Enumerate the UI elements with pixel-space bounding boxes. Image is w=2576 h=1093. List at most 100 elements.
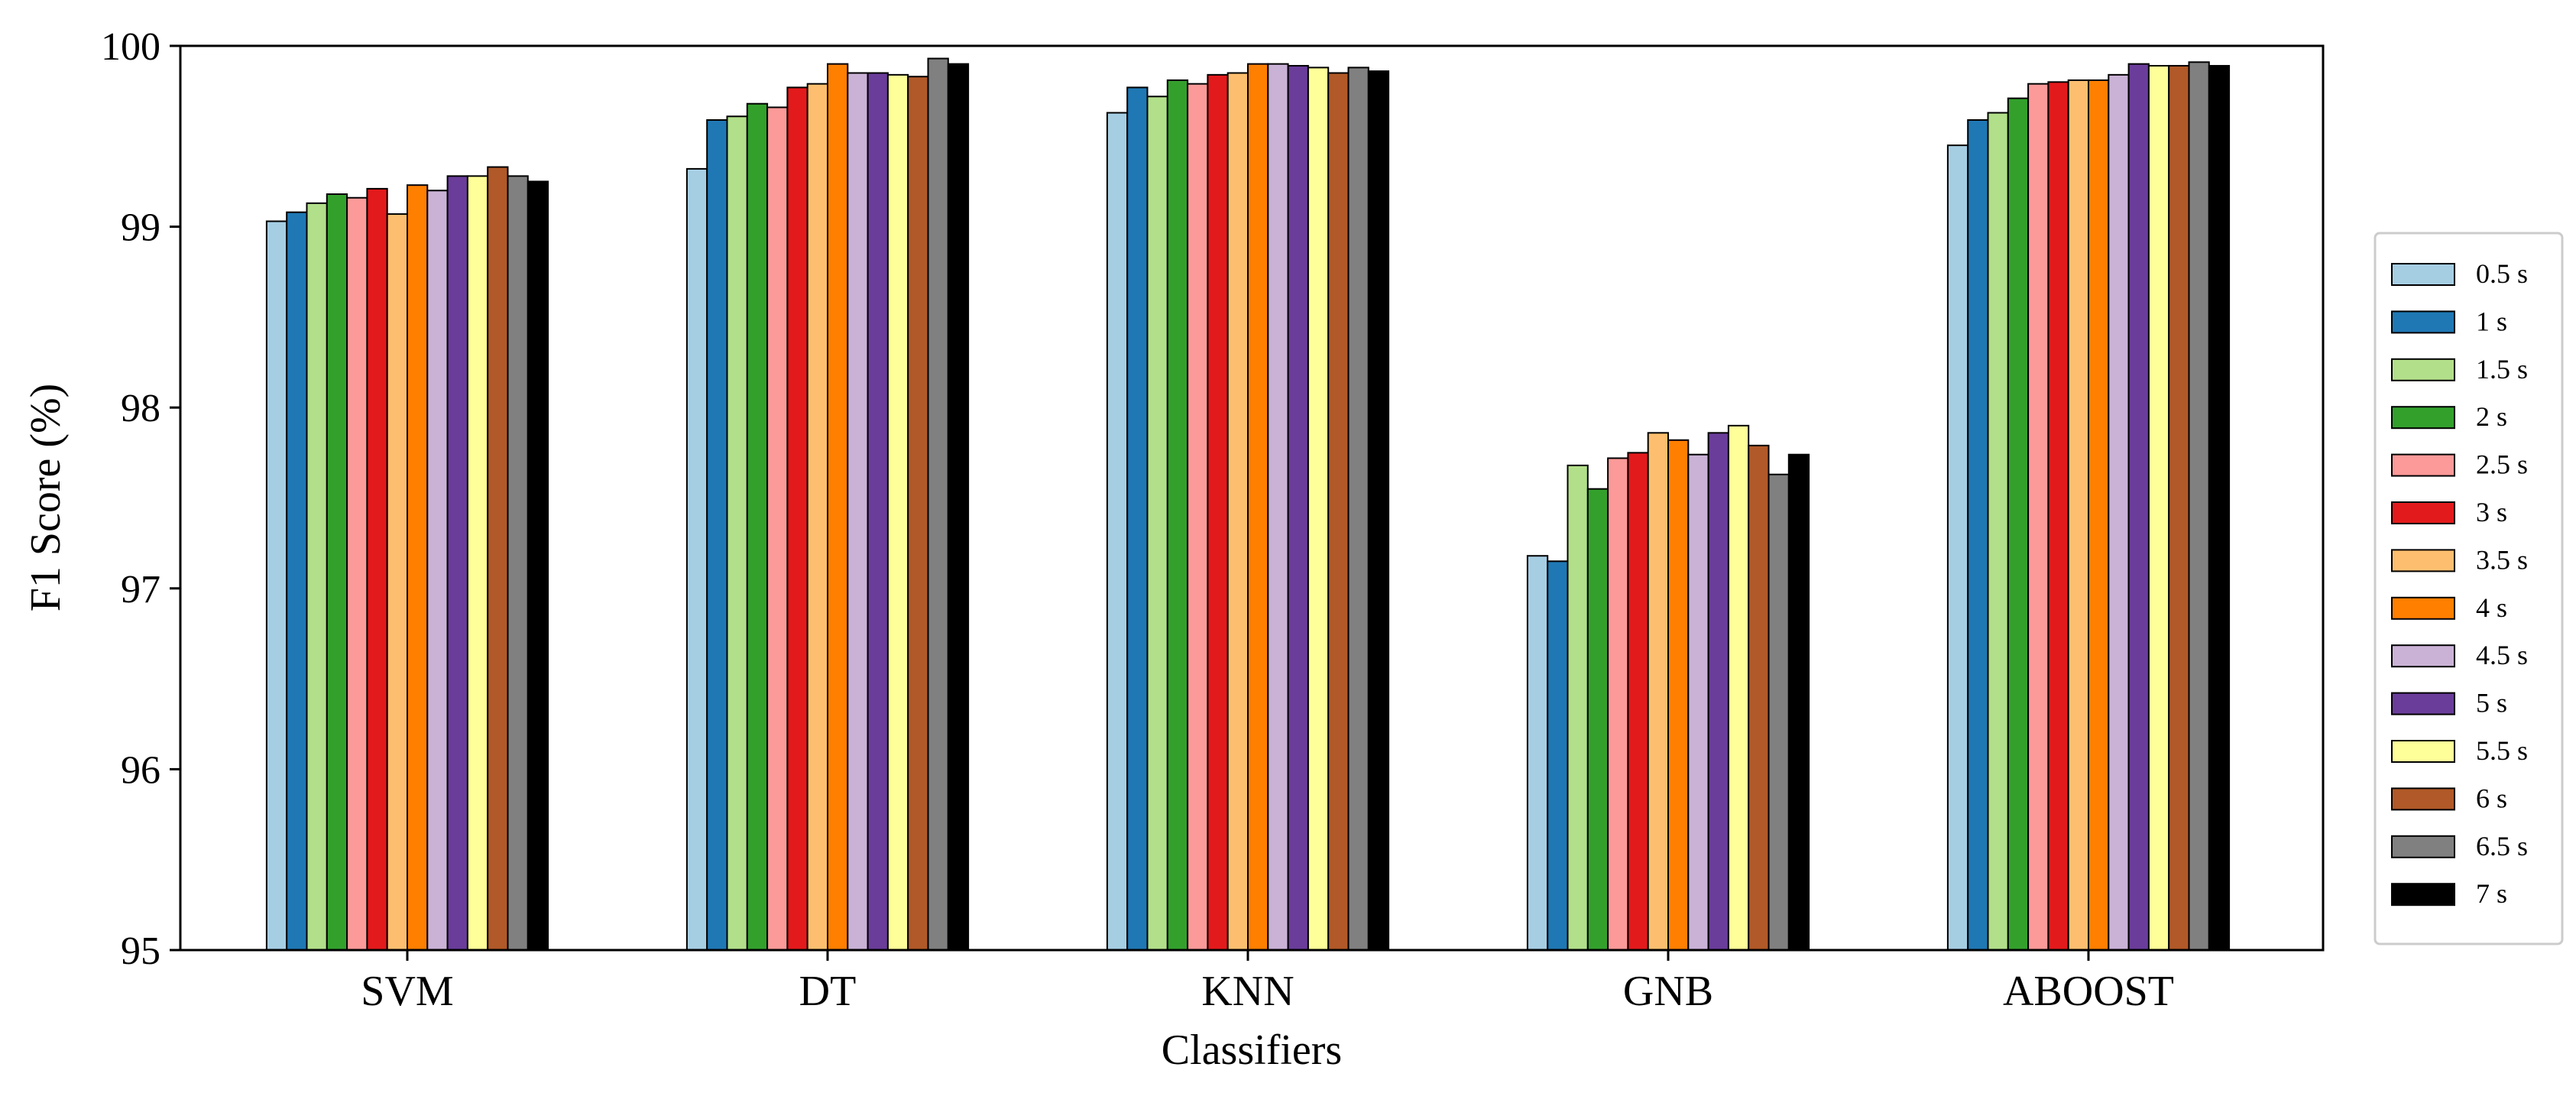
legend-label: 7 s <box>2476 878 2507 909</box>
bar-dt-1s <box>706 119 728 951</box>
bar-svm-65s <box>507 175 529 952</box>
bar-knn-45s <box>1267 63 1289 951</box>
x-axis-label: Classifiers <box>1162 1027 1342 1074</box>
x-axis-ticks: SVM DT KNN GNB ABOOST <box>361 950 2174 1015</box>
x-tick-label: SVM <box>361 968 453 1015</box>
x-tick-label: KNN <box>1201 968 1294 1015</box>
bar-dt-5s <box>867 72 889 952</box>
bar-svm-3s <box>366 187 388 952</box>
bar-knn-5s <box>1287 65 1309 951</box>
legend-swatch <box>2391 406 2455 430</box>
plot-frame <box>179 44 2325 952</box>
legend-label: 4 s <box>2476 592 2507 623</box>
y-axis-ticks: 95 96 97 98 99 100 <box>101 25 180 973</box>
legend-swatch <box>2391 835 2455 858</box>
bar-knn-1s <box>1126 86 1149 951</box>
y-tick-label: 100 <box>101 25 160 69</box>
bar-aboost-1s <box>1967 119 1989 951</box>
legend-swatch <box>2391 549 2455 572</box>
legend-label: 0.5 s <box>2476 258 2528 289</box>
bar-knn-2s <box>1166 79 1189 952</box>
legend-swatch <box>2391 787 2455 811</box>
legend-label: 5.5 s <box>2476 735 2528 766</box>
legend-swatch <box>2391 740 2455 763</box>
bar-svm-2s <box>326 193 348 951</box>
bar-dt-55s <box>886 73 909 952</box>
bar-aboost-45s <box>2108 73 2130 952</box>
bar-aboost-7s <box>2208 65 2231 951</box>
bar-gnb-45s <box>1687 453 1709 951</box>
bar-gnb-2s <box>1586 488 1609 951</box>
y-tick-label: 99 <box>121 206 160 250</box>
bar-knn-4s <box>1247 63 1269 951</box>
bar-gnb-6s <box>1748 444 1770 951</box>
bar-gnb-1s <box>1547 560 1569 951</box>
x-tick-label: DT <box>799 968 857 1015</box>
bar-svm-4s <box>407 184 429 951</box>
bar-dt-05s <box>685 167 708 951</box>
y-tick-label: 98 <box>121 387 160 430</box>
bar-dt-35s <box>806 83 828 952</box>
bar-dt-7s <box>947 63 970 951</box>
bar-gnb-15s <box>1567 464 1589 951</box>
bar-svm-35s <box>386 213 409 952</box>
bar-svm-1s <box>286 211 308 952</box>
bar-dt-15s <box>726 115 748 951</box>
bars-layer <box>265 57 2231 952</box>
bar-dt-2s <box>746 102 769 952</box>
bar-aboost-25s <box>2027 83 2049 952</box>
bar-svm-45s <box>426 190 449 951</box>
bar-knn-25s <box>1187 83 1209 952</box>
bar-gnb-4s <box>1667 439 1690 951</box>
legend-swatch <box>2391 596 2455 620</box>
bar-aboost-35s <box>2067 79 2089 952</box>
legend-swatch <box>2391 692 2455 715</box>
bar-knn-05s <box>1106 112 1129 951</box>
legend-label: 1.5 s <box>2476 354 2528 384</box>
bar-aboost-2s <box>2007 97 2030 952</box>
bar-gnb-55s <box>1727 424 1750 951</box>
y-tick-label: 96 <box>121 748 160 792</box>
bar-dt-6s <box>907 76 929 952</box>
bar-svm-05s <box>265 220 288 951</box>
legend-label: 3.5 s <box>2476 544 2528 575</box>
bar-knn-55s <box>1307 66 1330 951</box>
bar-svm-25s <box>346 196 368 951</box>
legend-label: 5 s <box>2476 688 2507 718</box>
bar-knn-15s <box>1146 96 1168 951</box>
legend-swatch <box>2391 453 2455 477</box>
bar-aboost-3s <box>2047 81 2069 952</box>
bar-knn-7s <box>1367 70 1390 952</box>
legend-label: 2.5 s <box>2476 449 2528 480</box>
bar-aboost-65s <box>2188 61 2210 951</box>
legend-label: 6 s <box>2476 783 2507 813</box>
bar-gnb-05s <box>1526 555 1549 951</box>
bar-gnb-35s <box>1647 432 1669 951</box>
bar-aboost-6s <box>2168 65 2190 951</box>
legend-swatch <box>2391 644 2455 668</box>
bar-knn-35s <box>1226 72 1249 952</box>
bar-dt-65s <box>927 57 949 951</box>
bar-dt-45s <box>847 72 869 952</box>
y-tick-label: 95 <box>121 929 160 973</box>
legend-swatch <box>2391 358 2455 381</box>
y-axis-label: F1 Score (%) <box>22 384 70 612</box>
legend-swatch <box>2391 310 2455 334</box>
bar-knn-6s <box>1327 72 1350 952</box>
bar-dt-25s <box>766 106 789 952</box>
bar-aboost-5s <box>2127 63 2150 951</box>
legend-label: 1 s <box>2476 306 2507 336</box>
bar-aboost-15s <box>1987 112 2009 951</box>
legend-label: 6.5 s <box>2476 831 2528 861</box>
bar-aboost-4s <box>2088 79 2110 952</box>
legend-swatch <box>2391 883 2455 907</box>
legend-label: 2 s <box>2476 401 2507 432</box>
bar-svm-15s <box>306 202 328 951</box>
bar-knn-3s <box>1207 73 1229 952</box>
legend: 0.5 s 1 s 1.5 s 2 s 2.5 s 3 s 3.5 s 4 s 4.5 s 5 s… <box>2373 232 2564 945</box>
bar-aboost-05s <box>1946 144 1969 951</box>
legend-swatch <box>2391 263 2455 286</box>
bar-gnb-7s <box>1787 453 1810 951</box>
